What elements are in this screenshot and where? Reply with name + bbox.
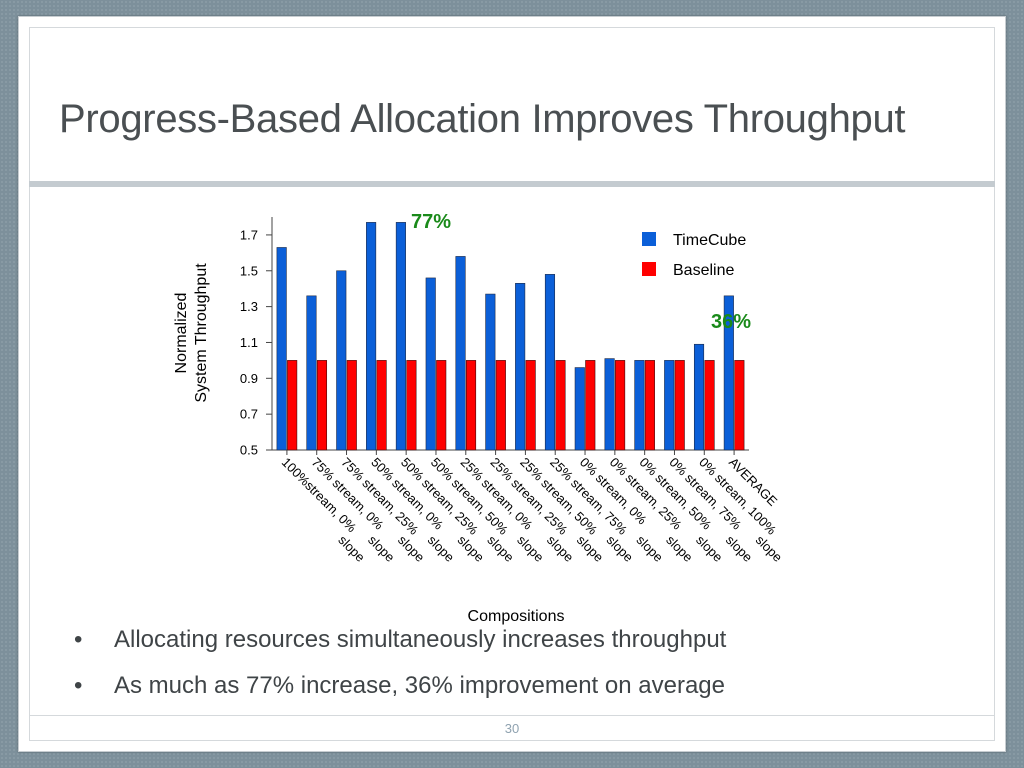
y-tick-label: 1.3 bbox=[240, 299, 258, 314]
y-tick-label: 0.5 bbox=[240, 443, 258, 458]
bar-baseline bbox=[525, 360, 536, 451]
bar-timecube bbox=[336, 270, 347, 451]
bar-timecube bbox=[455, 256, 466, 451]
bar-timecube bbox=[574, 367, 585, 451]
y-tick-label: 1.1 bbox=[240, 335, 258, 350]
bar-baseline bbox=[585, 360, 596, 451]
y-axis-label: Normalized System Throughput bbox=[173, 263, 210, 403]
bar-baseline bbox=[704, 360, 715, 451]
y-tick-label: 0.7 bbox=[240, 407, 258, 422]
bar-baseline bbox=[734, 360, 745, 451]
bar-baseline bbox=[287, 360, 298, 451]
bar-timecube bbox=[515, 283, 526, 451]
bar-timecube bbox=[693, 343, 705, 451]
bar-baseline bbox=[376, 360, 387, 451]
bar-timecube bbox=[485, 293, 496, 451]
bar-baseline bbox=[644, 360, 655, 451]
bar-baseline bbox=[436, 360, 447, 451]
annotation-max-gain: 77% bbox=[411, 211, 451, 233]
slide: Progress-Based Allocation Improves Throu… bbox=[18, 16, 1006, 752]
annotation-average-gain: 36% bbox=[711, 311, 751, 333]
footer-divider bbox=[29, 715, 995, 716]
bar-baseline bbox=[495, 360, 506, 451]
bar-baseline bbox=[465, 360, 477, 451]
bar-baseline bbox=[615, 360, 626, 451]
bullet-item: • As much as 77% increase, 36% improveme… bbox=[74, 663, 954, 709]
bullet-list: • Allocating resources simultaneously in… bbox=[74, 617, 954, 709]
y-tick-label: 1.7 bbox=[240, 227, 258, 242]
bullet-item: • Allocating resources simultaneously in… bbox=[74, 617, 954, 663]
bar-timecube bbox=[395, 222, 406, 451]
page-number: 30 bbox=[504, 721, 520, 736]
slide-title: Progress-Based Allocation Improves Throu… bbox=[59, 97, 906, 141]
y-tick-label: 1.5 bbox=[240, 263, 258, 278]
bar-baseline bbox=[316, 360, 328, 451]
bar-baseline bbox=[674, 360, 685, 451]
bar-timecube bbox=[366, 222, 377, 451]
bar-baseline bbox=[555, 360, 566, 451]
bar-timecube bbox=[306, 295, 317, 451]
legend-swatch bbox=[642, 232, 656, 246]
legend-swatch bbox=[642, 262, 656, 276]
y-tick-label: 0.9 bbox=[240, 371, 258, 386]
bar-timecube bbox=[544, 274, 556, 451]
bar-timecube bbox=[634, 360, 645, 451]
bullet-marker: • bbox=[74, 626, 83, 653]
x-axis-label: Compositions bbox=[468, 608, 565, 625]
bar-timecube bbox=[425, 277, 436, 451]
bar-timecube bbox=[664, 360, 675, 451]
bar-baseline bbox=[406, 360, 417, 451]
bar-baseline bbox=[346, 360, 357, 451]
bar-timecube bbox=[604, 358, 615, 451]
legend-label: Baseline bbox=[673, 262, 734, 279]
bar-timecube bbox=[723, 295, 734, 451]
legend-label: TimeCube bbox=[673, 232, 746, 249]
title-divider bbox=[29, 181, 995, 187]
bar-timecube bbox=[276, 247, 287, 451]
bullet-text: As much as 77% increase, 36% improvement… bbox=[114, 672, 725, 699]
bullet-text: Allocating resources simultaneously incr… bbox=[114, 626, 727, 653]
slide-inner-frame bbox=[29, 27, 995, 741]
bullet-marker: • bbox=[74, 672, 83, 699]
